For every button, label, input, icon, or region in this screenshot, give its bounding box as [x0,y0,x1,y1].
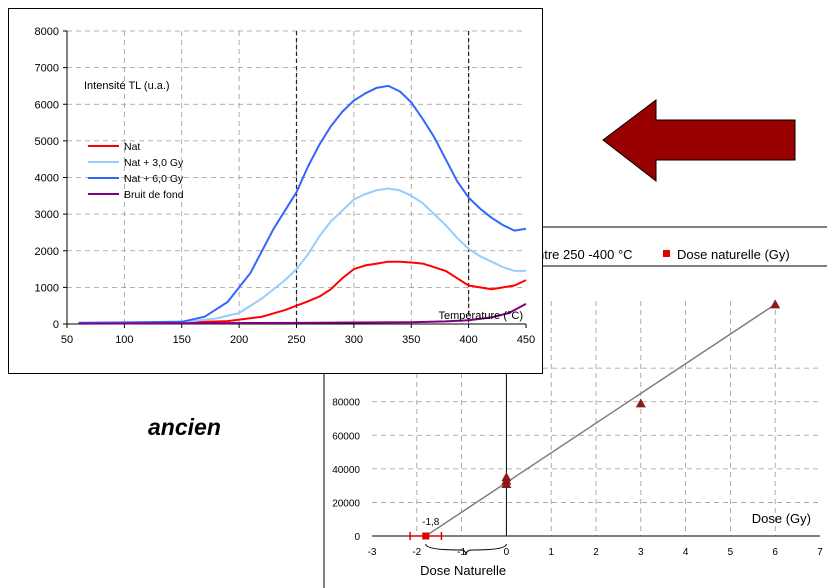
x-axis-label: Température (°C) [439,310,523,322]
y-tick-label: 60000 [332,431,360,442]
y-tick-label: 0 [53,319,59,331]
x-tick-label: -2 [412,547,421,558]
legend-label: Bruit de fond [124,189,184,201]
y-tick-label: 6000 [35,99,59,111]
x-tick-label: 150 [173,334,191,346]
x-tick-label: 200 [230,334,248,346]
y-tick-label: 40000 [332,465,360,476]
dose-naturelle-label: Dose Naturelle [420,563,506,578]
data-point-triangle [770,299,781,309]
legend-label: Nat + 6,0 Gy [124,173,184,185]
natural-dose-point [422,532,430,540]
x-tick-label: 0 [504,547,510,558]
x-tick-label: 400 [459,334,477,346]
x-tick-label: 6 [772,547,778,558]
x-axis-label: Dose (Gy) [752,511,811,526]
x-tick-label: 2 [593,547,599,558]
x-tick-label: 3 [638,547,644,558]
y-tick-label: 3000 [35,209,59,221]
legend-label: Nat [124,141,140,153]
y-axis-label: Intensité TL (u.a.) [84,80,170,92]
x-tick-label: 100 [115,334,133,346]
dose-brace [425,543,507,556]
series-line-bruit-de-fond [78,303,527,325]
series-line-nat-3-0-gy [78,187,526,324]
data-point-triangle [635,398,646,408]
y-tick-label: 5000 [35,136,59,148]
series-line-nat-6-0-gy [78,84,527,324]
y-tick-label: 1000 [35,282,59,294]
legend-swatch-square [663,250,670,257]
caption-ancien: ancien [148,414,221,440]
legend-label: Dose naturelle (Gy) [677,247,790,262]
y-tick-label: 7000 [35,63,59,75]
y-tick-label: 80000 [332,398,360,409]
x-tick-label: 4 [683,547,689,558]
left-arrow-icon [602,98,796,183]
x-tick-label: 1 [548,547,554,558]
y-tick-label: 0 [354,532,360,543]
x-tick-label: 50 [61,334,73,346]
tl-glow-chart: 0 1000 2000 3000 4000 5000 6000 7000 8000 50 100 15… [8,8,543,374]
data-point-triangle [501,472,512,482]
legend-label: Nat + 3,0 Gy [124,157,184,169]
legend-label: ntre 250 -400 °C [537,247,633,262]
y-tick-label: 2000 [35,246,59,258]
x-tick-label: 300 [345,334,363,346]
x-tick-label: 5 [728,547,734,558]
tl-glow-svg: 0 1000 2000 3000 4000 5000 6000 7000 8000 50 100 15… [35,26,536,346]
fit-line [425,303,776,537]
x-tick-label: 350 [402,334,420,346]
y-tick-label: 4000 [35,173,59,185]
x-tick-label: -3 [368,547,377,558]
x-tick-label: 250 [287,334,305,346]
y-tick-label: 20000 [332,498,360,509]
x-tick-label: 7 [817,547,823,558]
x-tick-label: -1 [457,547,466,558]
natural-dose-annotation: -1,8 [422,517,440,528]
series-line-nat [78,260,527,324]
x-tick-label: 450 [517,334,535,346]
y-tick-label: 8000 [35,26,59,38]
